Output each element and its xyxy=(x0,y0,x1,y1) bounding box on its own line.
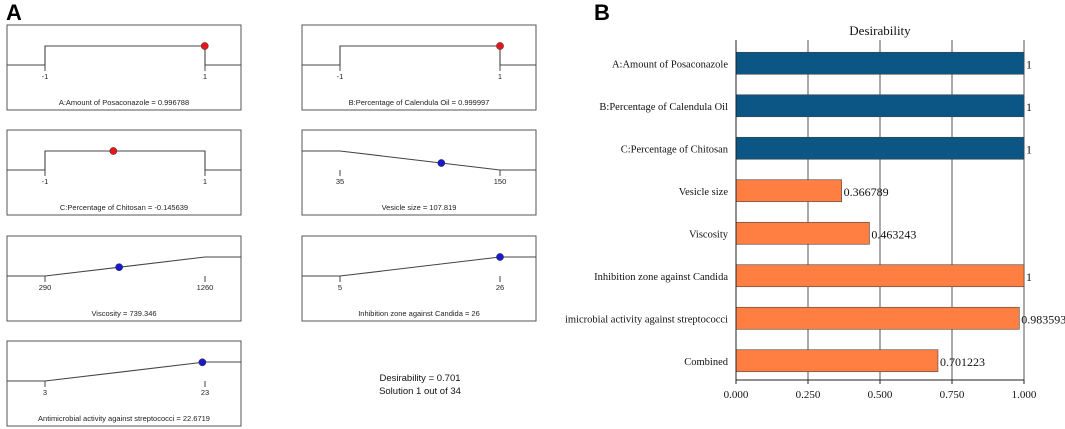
panel-a-letter: A xyxy=(6,0,22,25)
ramp-frame xyxy=(301,129,537,216)
ramp-caption: Inhibition zone against Candida = 26 xyxy=(358,309,480,318)
bar-response xyxy=(735,179,842,203)
ramp-caption: Viscosity = 739.346 xyxy=(91,309,156,318)
desirability-summary: Desirability = 0.701 xyxy=(379,373,460,384)
optimum-marker xyxy=(496,42,504,50)
solution-summary: Solution 1 out of 34 xyxy=(379,386,461,397)
panel-b-letter: B xyxy=(594,0,610,25)
optimum-marker xyxy=(200,42,209,50)
optimum-marker xyxy=(437,159,446,167)
ramp-low-label: -1 xyxy=(42,72,49,81)
bar-value-label: 1 xyxy=(1026,57,1032,71)
ramp-curve xyxy=(302,150,536,171)
ramp-high-label: 150 xyxy=(494,177,507,186)
bar-value-label: 1 xyxy=(1026,100,1032,114)
ramp-curve xyxy=(7,256,241,277)
ramp-caption: A:Amount of Posaconazole = 0.996788 xyxy=(59,98,189,107)
ramp-frame xyxy=(6,129,242,216)
category-label: C:Percentage of Chitosan xyxy=(621,144,729,155)
ramp-plot: 3 23 Antimicrobial activity against strept… xyxy=(6,340,242,427)
bar-response xyxy=(735,306,1020,330)
optimum-marker xyxy=(115,263,123,272)
ramp-low-label: 35 xyxy=(336,177,344,186)
ramp-high-label: 1 xyxy=(498,72,502,81)
bar-value-label: 1 xyxy=(1026,142,1032,156)
ramp-curve xyxy=(302,256,536,277)
ramp-curve xyxy=(7,361,241,382)
ramp-plot: -1 1 B:Percentage of Calendula Oil = 0.999… xyxy=(301,24,537,111)
ramp-low-label: 5 xyxy=(338,283,342,292)
ramp-caption: C:Percentage of Chitosan = -0.145639 xyxy=(60,203,188,212)
chart-title: Desirability xyxy=(849,23,911,38)
ramp-low-label: -1 xyxy=(42,177,49,186)
bar-factor xyxy=(735,136,1025,160)
ramp-plot: -1 1 C:Percentage of Chitosan = -0.145639 xyxy=(6,129,242,216)
ramp-frame xyxy=(6,24,242,111)
bar-response xyxy=(735,264,1025,288)
optimum-marker xyxy=(109,147,118,155)
ramp-caption: Antimicrobial activity against streptoco… xyxy=(38,414,210,423)
category-label: Vesicle size xyxy=(679,187,729,198)
ramp-low-label: 290 xyxy=(39,283,52,292)
ramp-high-label: 1 xyxy=(203,72,207,81)
ramp-frame xyxy=(6,235,242,322)
ramp-frame xyxy=(6,340,242,427)
ramp-high-label: 26 xyxy=(496,283,504,292)
category-label: A:Amount of Posaconazole xyxy=(612,59,728,70)
desirability-bar-chart: A:Amount of Posaconazole 1 B:Percentage of… xyxy=(565,40,1065,401)
ramp-plot: 5 26 Inhibition zone against Candida = 26 xyxy=(301,235,537,322)
optimum-marker xyxy=(198,358,207,367)
category-label: B:Percentage of Calendula Oil xyxy=(599,102,728,113)
panel-a: A -1 1 A:Amount of Posaconazole = 0.996788… xyxy=(6,0,537,427)
ramp-curve xyxy=(7,45,241,66)
ramp-plot: 290 1260 Viscosity = 739.346 xyxy=(6,235,242,322)
ramp-caption: B:Percentage of Calendula Oil = 0.999997 xyxy=(349,98,490,107)
x-tick-label: 0.500 xyxy=(868,389,893,401)
ramp-frame xyxy=(301,24,537,111)
ramp-curve xyxy=(7,150,241,171)
x-tick-label: 0.250 xyxy=(796,389,821,401)
bar-value-label: 0.701223 xyxy=(940,355,985,369)
ramp-low-label: -1 xyxy=(337,72,344,81)
bar-value-label: 1 xyxy=(1026,270,1032,284)
x-tick-label: 0.750 xyxy=(940,389,965,401)
panel-b: B Desirability A:Amount of Posaconazole 1… xyxy=(565,0,1065,401)
x-tick-label: 1.000 xyxy=(1012,389,1037,401)
bar-response xyxy=(735,221,870,245)
ramp-high-label: 1260 xyxy=(197,283,214,292)
optimum-marker xyxy=(496,253,504,261)
x-tick-label: 0.000 xyxy=(724,389,749,401)
ramp-frame xyxy=(301,235,537,322)
category-label: Combined xyxy=(684,357,728,368)
category-label: Viscosity xyxy=(689,229,729,240)
bar-factor xyxy=(735,51,1025,75)
bar-factor xyxy=(735,94,1025,118)
ramp-curve xyxy=(302,45,536,66)
bar-value-label: 0.366789 xyxy=(844,185,889,199)
ramp-plot: 35 150 Vesicle size = 107.819 xyxy=(301,129,537,216)
category-label: Inhibition zone against Candida xyxy=(594,272,728,283)
ramp-caption: Vesicle size = 107.819 xyxy=(382,203,457,212)
ramp-high-label: 23 xyxy=(201,388,209,397)
category-label: imicrobial activity against streptococci xyxy=(565,314,728,325)
ramp-plot: -1 1 A:Amount of Posaconazole = 0.996788 xyxy=(6,24,242,111)
ramp-plots: -1 1A:Amount of Posaconazole = 0.996788-1… xyxy=(6,24,537,427)
bar-value-label: 0.463243 xyxy=(871,227,916,241)
ramp-low-label: 3 xyxy=(43,388,47,397)
bar-response xyxy=(735,349,939,373)
ramp-high-label: 1 xyxy=(203,177,207,186)
bar-value-label: 0.983593 xyxy=(1021,312,1065,326)
